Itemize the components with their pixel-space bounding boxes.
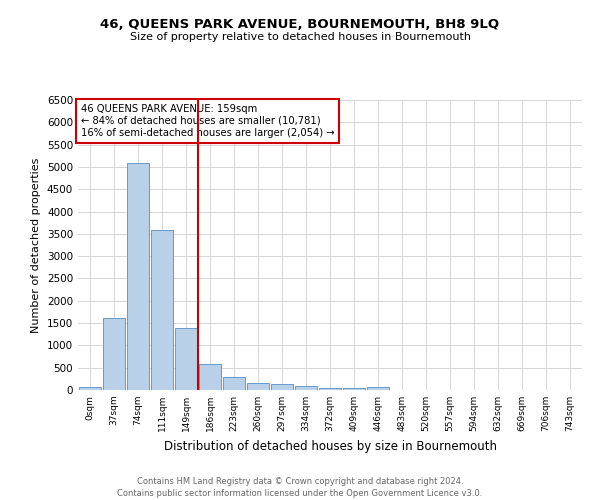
Y-axis label: Number of detached properties: Number of detached properties bbox=[31, 158, 41, 332]
Text: 46, QUEENS PARK AVENUE, BOURNEMOUTH, BH8 9LQ: 46, QUEENS PARK AVENUE, BOURNEMOUTH, BH8… bbox=[100, 18, 500, 30]
Bar bbox=[343, 388, 365, 390]
Bar bbox=[175, 328, 197, 390]
X-axis label: Distribution of detached houses by size in Bournemouth: Distribution of detached houses by size … bbox=[163, 440, 497, 452]
Bar bbox=[151, 230, 173, 390]
Bar bbox=[103, 318, 125, 390]
Text: 46 QUEENS PARK AVENUE: 159sqm
← 84% of detached houses are smaller (10,781)
16% : 46 QUEENS PARK AVENUE: 159sqm ← 84% of d… bbox=[80, 104, 334, 138]
Bar bbox=[199, 364, 221, 390]
Bar bbox=[367, 388, 389, 390]
Bar bbox=[127, 164, 149, 390]
Text: Contains public sector information licensed under the Open Government Licence v3: Contains public sector information licen… bbox=[118, 489, 482, 498]
Bar bbox=[271, 384, 293, 390]
Bar bbox=[79, 386, 101, 390]
Bar bbox=[247, 383, 269, 390]
Bar bbox=[223, 376, 245, 390]
Text: Contains HM Land Registry data © Crown copyright and database right 2024.: Contains HM Land Registry data © Crown c… bbox=[137, 478, 463, 486]
Bar bbox=[295, 386, 317, 390]
Bar bbox=[319, 388, 341, 390]
Text: Size of property relative to detached houses in Bournemouth: Size of property relative to detached ho… bbox=[130, 32, 470, 42]
